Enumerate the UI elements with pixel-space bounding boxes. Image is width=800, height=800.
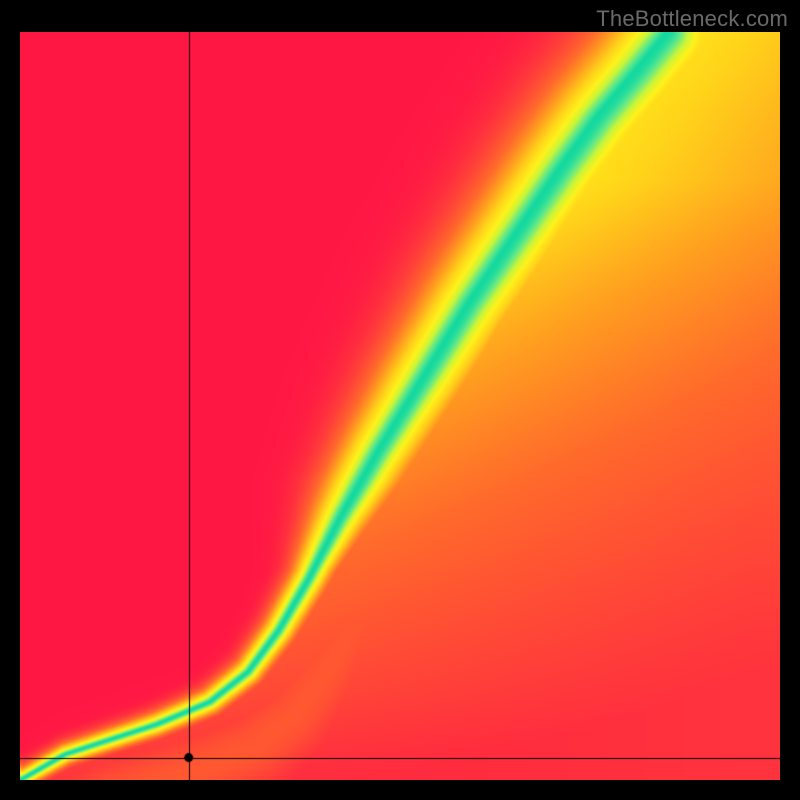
watermark-text: TheBottleneck.com: [596, 6, 788, 32]
crosshair-overlay: [20, 32, 780, 780]
heatmap-plot: [20, 32, 780, 780]
